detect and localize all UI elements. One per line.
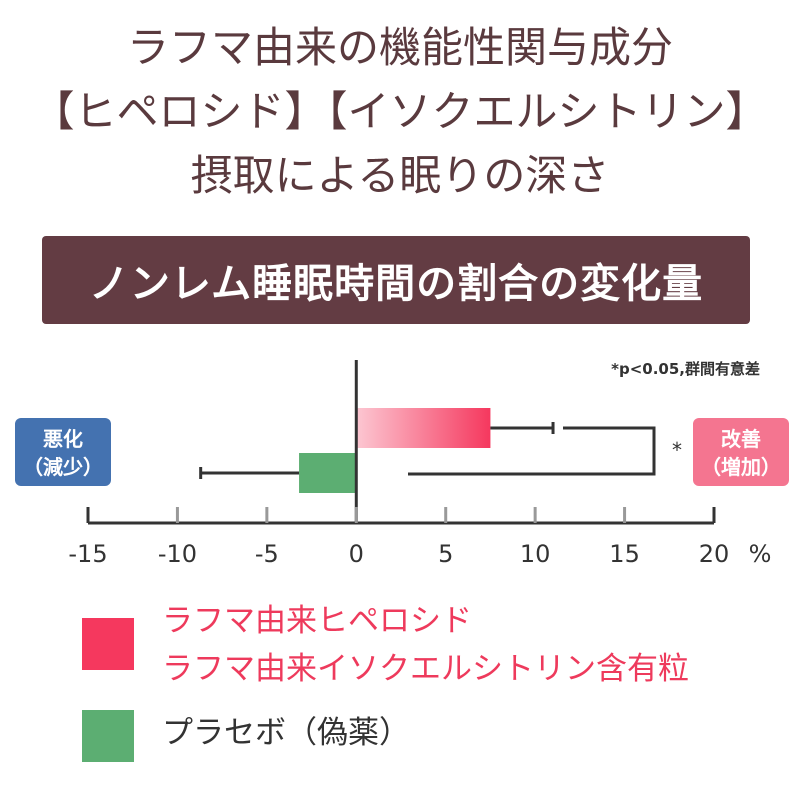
x-tick-label-6: 15 bbox=[609, 540, 640, 568]
legend-swatch-placebo bbox=[82, 710, 134, 762]
significance-note: *p<0.05,群間有意差 bbox=[611, 360, 760, 378]
x-tick-label-3: 0 bbox=[349, 540, 364, 568]
label-improve-line1: 改善 bbox=[721, 427, 761, 451]
title-line-2: 【ヒペロシド】【イソクエルシトリン】 bbox=[32, 87, 768, 136]
x-tick-label-5: 10 bbox=[520, 540, 551, 568]
legend-label-treatment-line1: ラフマ由来ヒペロシド bbox=[162, 603, 472, 639]
label-worsen-box bbox=[15, 418, 111, 486]
bar-chart: * *p<0.05,群間有意差 -15 -10 -5 0 5 10 15 20 % 悪化 （減少） 改善 （… bbox=[15, 360, 789, 568]
legend-swatch-treatment bbox=[82, 618, 134, 670]
title-line-3: 摂取による眠りの深さ bbox=[190, 151, 610, 200]
title-line-1: ラフマ由来の機能性関与成分 bbox=[126, 23, 673, 72]
label-improve-box bbox=[693, 418, 789, 486]
x-tick-label-1: -10 bbox=[158, 540, 197, 568]
bar-0 bbox=[356, 408, 491, 448]
legend-label-placebo: プラセボ（偽薬） bbox=[162, 715, 410, 751]
x-tick-label-7: 20 bbox=[699, 540, 730, 568]
legend-label-treatment-line2: ラフマ由来イソクエルシトリン含有粒 bbox=[162, 651, 689, 687]
bar-1 bbox=[299, 453, 357, 493]
significance-bracket bbox=[408, 426, 656, 476]
label-improve-line2: （増加） bbox=[701, 455, 781, 479]
x-tick-label-0: -15 bbox=[68, 540, 107, 568]
label-worsen-line1: 悪化 bbox=[43, 427, 83, 451]
x-tick-label-2: -5 bbox=[255, 540, 279, 568]
chart-title-banner: ノンレム睡眠時間の割合の変化量 bbox=[42, 236, 750, 324]
label-worsen-line2: （減少） bbox=[23, 455, 103, 479]
significance-marker: * bbox=[672, 438, 682, 462]
x-tick-label-4: 5 bbox=[438, 540, 453, 568]
x-unit-label: % bbox=[749, 540, 772, 568]
